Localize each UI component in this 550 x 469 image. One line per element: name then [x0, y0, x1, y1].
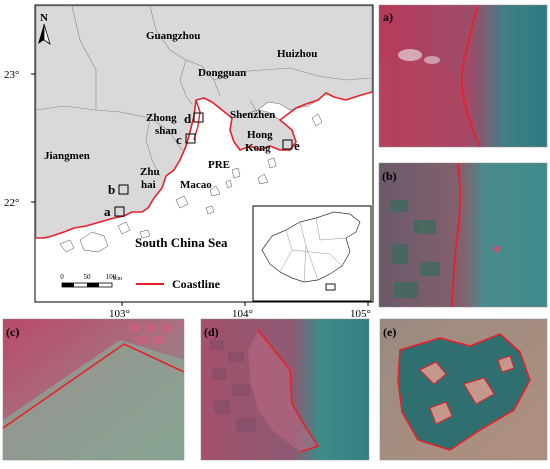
panel-e: (e): [379, 318, 548, 461]
lon-label-105: 105°: [350, 308, 371, 320]
site-letter-e: e: [294, 138, 300, 153]
panel-a: a): [378, 4, 548, 148]
main-map: N Guangzhou Huizhou Dongguan Zhong shan …: [4, 4, 374, 320]
lon-label-103: 103°: [109, 308, 130, 320]
legend: Coastline: [136, 277, 221, 291]
label-zhuhai-1: Zhu: [140, 166, 160, 178]
label-dongguan: Dongguan: [198, 67, 246, 79]
label-zhongshan-2: shan: [155, 125, 177, 137]
label-hongkong-2: Kong: [245, 142, 271, 154]
label-pre: PRE: [208, 159, 230, 171]
site-boxes: [114, 112, 293, 217]
panel-a-label: a): [383, 10, 393, 24]
lon-label-104: 104°: [232, 308, 253, 320]
lat-label-23: 23°: [4, 69, 19, 81]
site-letter-d: d: [184, 111, 192, 126]
north-arrow: N: [38, 12, 51, 45]
legend-label: Coastline: [172, 277, 221, 291]
inset-study-area-box: [325, 283, 336, 291]
scale-bar: 0 50 100 Km: [60, 273, 122, 288]
label-macao: Macao: [180, 179, 212, 191]
lat-label-22: 22°: [4, 197, 19, 209]
site-box-c: [185, 133, 196, 144]
svg-text:N: N: [40, 12, 48, 24]
coastline-pre: [193, 99, 201, 141]
label-jiangmen: Jiangmen: [44, 150, 90, 162]
city-labels: Guangzhou Huizhou Dongguan Zhong shan Sh…: [44, 30, 317, 191]
site-letter-b: b: [108, 182, 115, 197]
site-letter-c: c: [176, 132, 182, 147]
panel-d-label: (d): [204, 325, 219, 339]
site-box-d: [193, 112, 204, 123]
site-box-b: [118, 184, 129, 195]
site-box-e: [282, 139, 293, 150]
panel-c: (c): [2, 318, 185, 461]
label-huizhou: Huizhou: [277, 48, 317, 60]
label-guangzhou: Guangzhou: [146, 30, 200, 42]
coastline-line: [36, 91, 373, 239]
panel-d: (d): [200, 318, 370, 461]
scale-unit: Km: [113, 276, 122, 282]
panel-b-label: (b): [382, 169, 397, 183]
panel-b: (b): [378, 162, 548, 308]
islands: [59, 113, 323, 253]
china-inset: [252, 205, 372, 302]
site-letters: a b c d e: [104, 111, 300, 219]
svg-text:50: 50: [84, 273, 92, 281]
label-shenzhen: Shenzhen: [230, 109, 275, 121]
svg-text:0: 0: [60, 273, 64, 281]
svg-text:100: 100: [106, 273, 117, 281]
label-zhuhai-2: hai: [141, 179, 156, 191]
label-south-china-sea: South China Sea: [135, 235, 228, 250]
panel-c-label: (c): [6, 325, 19, 339]
site-box-a: [114, 206, 125, 217]
site-letter-a: a: [104, 204, 111, 219]
label-hongkong-1: Hong: [247, 129, 273, 141]
panel-e-label: (e): [383, 325, 396, 339]
label-zhongshan-1: Zhong: [146, 112, 177, 124]
admin-boundaries: [35, 5, 373, 177]
